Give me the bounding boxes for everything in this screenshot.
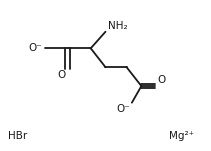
- Text: Mg²⁺: Mg²⁺: [169, 131, 194, 141]
- Text: O: O: [57, 70, 65, 80]
- Text: O⁻: O⁻: [116, 104, 130, 114]
- Text: NH₂: NH₂: [108, 21, 127, 31]
- Text: O: O: [157, 75, 165, 85]
- Text: O⁻: O⁻: [28, 43, 42, 53]
- Text: HBr: HBr: [8, 131, 28, 141]
